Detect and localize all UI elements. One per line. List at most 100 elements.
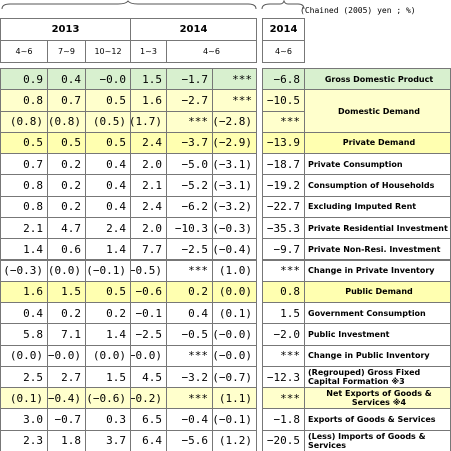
value-cell: 2.4 [130,195,167,218]
row-label: Private Consumption [304,153,451,176]
value-cell: (−0.1) [85,259,131,282]
row-label: Consumption of Households [304,174,451,197]
value-cell: *** [166,259,213,282]
value-cell: 0.8 [0,174,48,197]
value-cell: (0.8) [47,110,86,133]
value-cell: 0.4 [85,195,131,218]
value-cell: 6.5 [130,408,167,431]
value-cell: 0.2 [166,280,213,304]
value-cell: *** [212,89,257,112]
row-label: Private Demand [304,131,451,155]
value-cell: (−0.0) [212,323,257,346]
year-header: 2014 [262,18,305,41]
value-cell: (0.0) [0,344,48,367]
value-cell: (−0.0) [47,344,86,367]
quarter-header: 4~6 [166,40,257,63]
value-cell: (−0.4) [212,238,257,261]
value-cell: (−0.3) [0,259,48,282]
value-cell: 1.4 [85,238,131,261]
row-label: Public Demand [304,280,451,304]
quarter-header: 10~12 [85,40,131,63]
quarter-header: 4~6 [262,40,305,63]
value-cell: −5.2 [166,174,213,197]
value-cell: (−0.3) [212,216,257,240]
unit-note: (Chained (2005) yen ; %) [300,6,416,15]
value-cell: 0.8 [0,89,48,112]
value-cell: (1.2) [212,429,257,451]
value-cell: 0.4 [85,153,131,176]
value-cell: (0.1) [0,387,48,410]
value-cell: (1.7) [130,110,167,133]
value-cell: 0.8 [0,195,48,218]
value-cell: (−0.0) [130,344,167,367]
row-label: Government Consumption [304,302,451,325]
value-cell: 2.4 [130,131,167,155]
value-cell: 1.5 [47,280,86,304]
row-label: Gross Domestic Product [304,68,451,91]
value-cell: (−0.2) [130,387,167,410]
value-cell: *** [262,344,305,367]
value-cell: 1.5 [85,365,131,389]
value-cell: −0.4 [166,408,213,431]
value-cell: (0.0) [212,280,257,304]
value-cell: *** [166,110,213,133]
value-cell: −2.5 [130,323,167,346]
value-cell: *** [212,68,257,91]
value-cell: 2.4 [85,216,131,240]
value-cell: −3.7 [166,131,213,155]
value-cell: 7.1 [47,323,86,346]
value-cell: 0.5 [47,131,86,155]
value-cell: 2.0 [130,216,167,240]
brace [1,0,305,10]
value-cell: 0.2 [47,195,86,218]
value-cell: −2.5 [166,238,213,261]
value-cell: 1.6 [130,89,167,112]
value-cell: −6.2 [166,195,213,218]
value-cell: 0.7 [0,153,48,176]
value-cell: −1.8 [262,408,305,431]
row-label: (Less) Imports of Goods & Services [304,429,451,451]
value-cell: (−0.5) [130,259,167,282]
value-cell: 0.4 [85,174,131,197]
value-cell: (−0.1) [212,408,257,431]
value-cell: −0.1 [130,302,167,325]
value-cell: 0.2 [85,302,131,325]
value-cell: 1.4 [0,238,48,261]
value-cell: −19.2 [262,174,305,197]
value-cell: 0.5 [85,131,131,155]
value-cell: 0.3 [85,408,131,431]
value-cell: 0.2 [47,302,86,325]
value-cell: 0.2 [47,174,86,197]
value-cell: 0.6 [47,238,86,261]
value-cell: *** [262,387,305,410]
value-cell: 4.7 [47,216,86,240]
value-cell: 2.0 [130,153,167,176]
value-cell: (0.0) [47,259,86,282]
value-cell: 0.2 [47,153,86,176]
value-cell: −0.6 [130,280,167,304]
value-cell: *** [166,387,213,410]
value-cell: (−3.1) [212,153,257,176]
value-cell: −0.0 [85,68,131,91]
value-cell: (−3.1) [212,174,257,197]
row-label: Public Investment [304,323,451,346]
value-cell: 2.5 [0,365,48,389]
value-cell: −2.0 [262,323,305,346]
quarter-header: 7~9 [47,40,86,63]
value-cell: −10.5 [262,89,305,112]
value-cell: −9.7 [262,238,305,261]
row-label: (Regrouped) Gross Fixed Capital Formatio… [304,365,451,389]
value-cell: 0.5 [85,280,131,304]
value-cell: 1.5 [262,302,305,325]
value-cell: 4.5 [130,365,167,389]
value-cell: −6.8 [262,68,305,91]
value-cell: (−2.8) [212,110,257,133]
value-cell: 2.1 [130,174,167,197]
value-cell: 0.4 [0,302,48,325]
value-cell: 0.5 [85,89,131,112]
quarter-header: 4~6 [0,40,48,63]
value-cell: 1.6 [0,280,48,304]
value-cell: (0.1) [212,302,257,325]
value-cell: 6.4 [130,429,167,451]
